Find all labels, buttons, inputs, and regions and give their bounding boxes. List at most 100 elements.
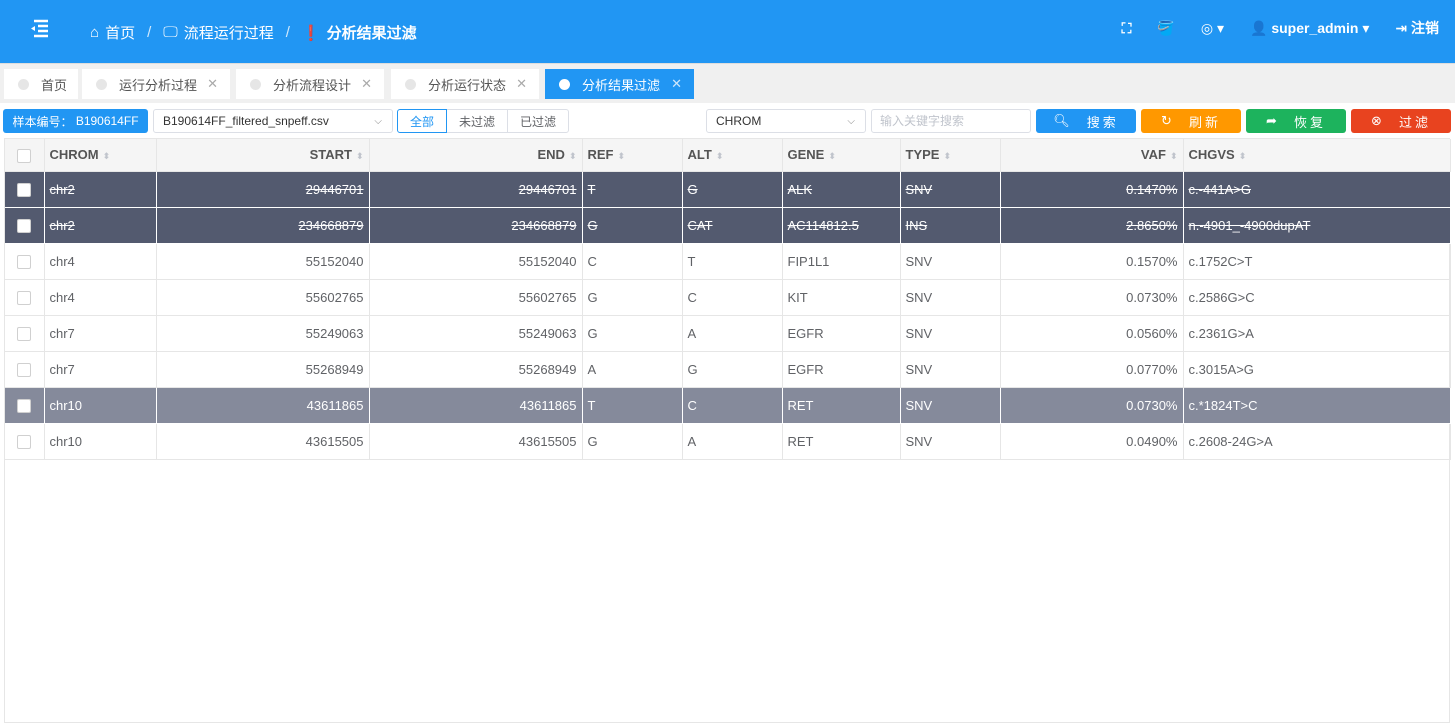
cell-type: SNV [900,423,1001,460]
tab-run-status[interactable]: 分析运行状态 ✕ [391,69,539,99]
filter-segment: 全部 未过滤 已过滤 [397,109,570,133]
file-select[interactable]: B190614FF_filtered_snpeff.csv ⌵ [153,109,393,133]
logout-button[interactable]: ⇥ 注销 [1395,18,1439,38]
cell-ref: T [582,171,683,208]
table-row[interactable]: chr7 55249063 55249063 G A EGFR SNV 0.0560% c.23… [5,315,1451,352]
logout-icon: ⇥ [1395,20,1408,36]
filter-unfiltered[interactable]: 未过滤 [446,109,509,133]
fullscreen-icon[interactable]: ⛶ [1121,19,1132,36]
cell-start: 43611865 [156,387,370,424]
column-header[interactable]: CHGVS ⬍ [1183,139,1451,172]
tab-bar: 首页 运行分析过程 ✕ 分析流程设计 ✕ 分析运行状态 ✕ 分析结果过滤 ✕ [0,63,1455,103]
cell-chgvs: c.2361G>A [1183,315,1451,352]
column-label: VAF [1140,147,1166,163]
column-label: GENE [787,147,825,163]
column-header[interactable]: GENE ⬍ [782,139,901,172]
close-icon[interactable]: ✕ [516,76,527,91]
breadcrumb-process[interactable]: 流程运行过程 [183,25,274,42]
table-row[interactable]: chr2 234668879 234668879 G CAT AC114812.5 INS 2… [5,207,1451,244]
cell-vaf: 0.0770% [1000,351,1184,388]
row-checkbox[interactable] [17,362,32,377]
cell-alt: A [682,423,783,460]
cell-chrom: chr4 [44,243,157,280]
cell-start: 29446701 [156,171,370,208]
cell-start: 55602765 [156,279,370,316]
cell-vaf: 0.0490% [1000,423,1184,460]
sort-icon: ⬍ [1169,151,1178,162]
close-icon[interactable]: ✕ [207,76,218,91]
table-header: CHROM ⬍ START ⬍ END ⬍ REF ⬍ ALT ⬍ GENE ⬍ TYPE ⬍… [5,139,1451,172]
cell-ref: G [582,315,683,352]
menu-toggle-icon[interactable] [28,18,50,40]
cell-type: INS [900,207,1001,244]
cell-vaf: 0.1470% [1000,171,1184,208]
search-input[interactable] [871,109,1031,133]
restore-button[interactable]: ➦ 恢复 [1246,109,1346,133]
field-select[interactable]: CHROM ⌵ [706,109,866,133]
cell-vaf: 0.0560% [1000,315,1184,352]
cell-start: 234668879 [156,207,370,244]
select-all-checkbox[interactable] [17,148,32,163]
cell-alt: C [682,279,783,316]
cell-vaf: 0.0730% [1000,387,1184,424]
column-header[interactable]: REF ⬍ [582,139,683,172]
cell-type: SNV [900,351,1001,388]
search-label: 搜索 [1086,114,1119,130]
cell-chgvs: n.-4901_-4900dupAT [1183,207,1451,244]
cell-gene: RET [782,423,901,460]
cell-chrom: chr7 [44,315,157,352]
row-checkbox[interactable] [17,398,32,413]
tab-label: 首页 [41,77,68,93]
search-button[interactable]: 🔍︎ 搜索 [1036,109,1136,133]
tab-label: 分析流程设计 [273,77,352,93]
tab-result-filter[interactable]: 分析结果过滤 ✕ [545,69,694,99]
paint-bucket-icon[interactable]: 🪣 [1157,19,1175,36]
close-icon[interactable]: ✕ [671,76,682,91]
table-row[interactable]: chr7 55268949 55268949 A G EGFR SNV 0.0770% c.30… [5,351,1451,388]
table-row[interactable]: chr4 55602765 55602765 G C KIT SNV 0.0730% c.258… [5,279,1451,316]
logout-label: 注销 [1411,20,1439,36]
tab-dot-icon [559,78,570,90]
table-row[interactable]: chr10 43615505 43615505 G A RET SNV 0.0490% c.26… [5,423,1451,460]
column-label: END [537,147,565,163]
refresh-button[interactable]: ↻ 刷新 [1141,109,1241,133]
cell-alt: G [682,171,783,208]
username: super_admin [1271,19,1359,36]
column-header[interactable]: TYPE ⬍ [900,139,1001,172]
row-checkbox[interactable] [17,434,32,449]
theme-dropdown[interactable]: ◎ ▾ [1200,19,1224,36]
tab-dot-icon [96,78,107,90]
row-checkbox[interactable] [17,182,32,197]
filter-all[interactable]: 全部 [397,109,448,133]
row-checkbox[interactable] [17,254,32,269]
close-icon[interactable]: ✕ [361,76,372,91]
cell-end: 55602765 [369,279,583,316]
column-header[interactable]: VAF ⬍ [1000,139,1184,172]
tab-flow-design[interactable]: 分析流程设计 ✕ [236,69,384,99]
cell-type: SNV [900,243,1001,280]
tab-run-analysis[interactable]: 运行分析过程 ✕ [82,69,230,99]
row-checkbox[interactable] [17,290,32,305]
user-menu[interactable]: 👤 super_admin ▾ [1249,19,1370,36]
top-bar: ⌂ 首页 / 🖵 流程运行过程 / ❗ 分析结果过滤 ⛶ 🪣 ◎ ▾ 👤 sup… [0,0,1455,63]
cell-start: 43615505 [156,423,370,460]
tab-home[interactable]: 首页 [4,69,78,99]
column-label: REF [587,147,614,163]
cell-end: 55152040 [369,243,583,280]
column-header[interactable]: ALT ⬍ [682,139,783,172]
row-checkbox[interactable] [17,326,32,341]
breadcrumb-home[interactable]: 首页 [105,25,136,42]
column-header[interactable]: START ⬍ [156,139,370,172]
cell-gene: ALK [782,171,901,208]
column-label: TYPE [905,147,940,163]
table-row[interactable]: chr4 55152040 55152040 C T FIP1L1 SNV 0.1570% c.… [5,243,1451,280]
table-row[interactable]: chr2 29446701 29446701 T G ALK SNV 0.1470% c.-44… [5,171,1451,208]
filter-button[interactable]: ⊗ 过滤 [1351,109,1451,133]
cell-alt: G [682,351,783,388]
filter-filtered[interactable]: 已过滤 [507,109,570,133]
column-header[interactable]: END ⬍ [369,139,583,172]
row-checkbox[interactable] [17,218,32,233]
table-row[interactable]: chr10 43611865 43611865 T C RET SNV 0.0730% c.*1… [5,387,1451,424]
sort-icon: ⬍ [715,151,724,162]
column-header[interactable]: CHROM ⬍ [44,139,157,172]
